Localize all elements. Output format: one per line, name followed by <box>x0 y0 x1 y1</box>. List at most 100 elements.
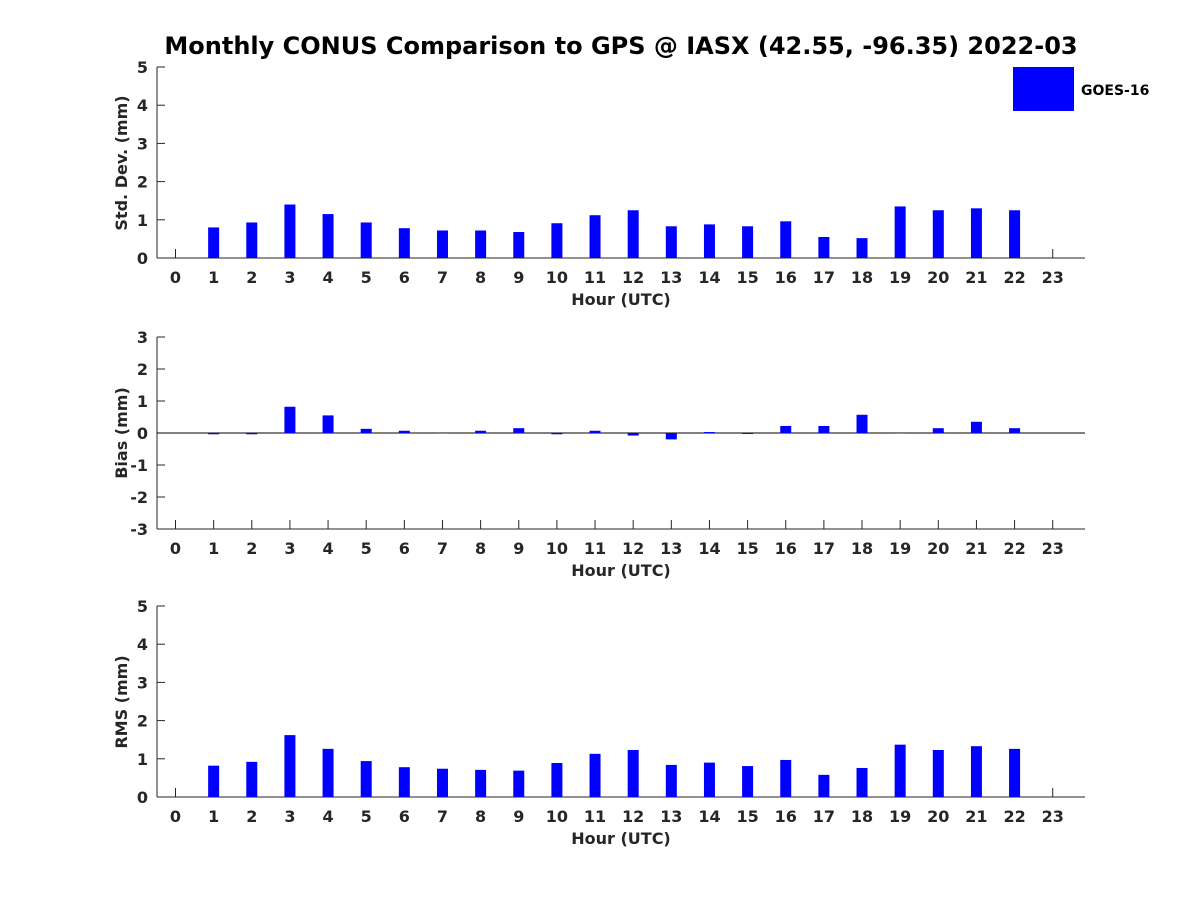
bar-hour-1 <box>208 765 220 797</box>
y-tick-label: 5 <box>137 597 148 616</box>
x-tick-label: 3 <box>284 539 295 558</box>
bar-hour-19 <box>894 206 906 258</box>
x-tick-label: 5 <box>361 539 372 558</box>
x-tick-label: 15 <box>736 539 758 558</box>
x-tick-label: 10 <box>546 807 568 826</box>
x-tick-label: 12 <box>622 268 644 287</box>
bar-hour-12 <box>627 210 639 258</box>
x-tick-label: 19 <box>889 268 911 287</box>
x-tick-label: 0 <box>170 268 181 287</box>
x-tick-label: 2 <box>246 268 257 287</box>
x-tick-label: 6 <box>399 539 410 558</box>
bar-hour-20 <box>932 210 944 258</box>
x-tick-label: 1 <box>208 268 219 287</box>
x-tick-label: 10 <box>546 539 568 558</box>
x-tick-label: 14 <box>698 807 720 826</box>
bar-hour-16 <box>780 425 792 433</box>
bar-hour-18 <box>856 238 868 258</box>
x-tick-label: 16 <box>775 807 797 826</box>
x-tick-label: 21 <box>965 539 987 558</box>
x-tick-label: 15 <box>736 807 758 826</box>
y-axis-label: RMS (mm) <box>112 655 131 748</box>
x-tick-label: 17 <box>813 807 835 826</box>
bar-hour-10 <box>551 223 563 258</box>
bar-hour-21 <box>970 746 982 797</box>
x-tick-label: 11 <box>584 539 606 558</box>
bar-hour-22 <box>1009 748 1021 797</box>
x-tick-label: 6 <box>399 807 410 826</box>
x-tick-label: 21 <box>965 807 987 826</box>
x-tick-label: 12 <box>622 807 644 826</box>
bar-hour-6 <box>398 767 410 797</box>
y-tick-label: 4 <box>137 96 148 115</box>
bar-hour-11 <box>589 215 601 258</box>
bar-hour-13 <box>665 433 677 440</box>
y-tick-label: 3 <box>137 673 148 692</box>
x-tick-label: 9 <box>513 268 524 287</box>
x-tick-label: 19 <box>889 807 911 826</box>
bar-hour-17 <box>818 425 830 433</box>
x-tick-label: 18 <box>851 539 873 558</box>
bar-hour-5 <box>360 761 372 797</box>
bar-hour-2 <box>246 222 258 258</box>
bar-hour-21 <box>970 421 982 433</box>
bar-hour-14 <box>703 224 715 258</box>
x-tick-label: 4 <box>322 807 333 826</box>
y-tick-label: 5 <box>137 58 148 77</box>
bar-hour-3 <box>284 735 296 797</box>
legend: GOES-16 <box>1013 67 1149 111</box>
x-tick-label: 15 <box>736 268 758 287</box>
bar-hour-3 <box>284 204 296 258</box>
y-tick-label: -1 <box>130 456 148 475</box>
x-tick-label: 22 <box>1003 807 1025 826</box>
x-axis-label: Hour (UTC) <box>571 290 671 309</box>
bar-hour-11 <box>589 753 601 797</box>
bar-hour-18 <box>856 767 868 797</box>
bar-hour-4 <box>322 415 334 433</box>
bar-hour-15 <box>742 226 754 258</box>
y-tick-label: 2 <box>137 173 148 192</box>
y-tick-label: -3 <box>130 520 148 539</box>
x-tick-label: 16 <box>775 268 797 287</box>
bar-hour-12 <box>627 750 639 797</box>
bar-hour-9 <box>513 770 525 797</box>
x-tick-label: 17 <box>813 539 835 558</box>
y-tick-label: 4 <box>137 635 148 654</box>
x-tick-label: 16 <box>775 539 797 558</box>
x-tick-label: 18 <box>851 268 873 287</box>
x-tick-label: 22 <box>1003 268 1025 287</box>
bar-hour-1 <box>208 227 220 258</box>
y-axis-label: Std. Dev. (mm) <box>112 95 131 230</box>
x-axis-label: Hour (UTC) <box>571 561 671 580</box>
bar-hour-20 <box>932 750 944 797</box>
y-tick-label: 3 <box>137 328 148 347</box>
x-tick-label: 1 <box>208 539 219 558</box>
bar-hour-15 <box>742 766 754 797</box>
bar-hour-6 <box>398 228 410 258</box>
bar-hour-19 <box>894 744 906 797</box>
bar-hour-4 <box>322 214 334 258</box>
x-tick-label: 8 <box>475 807 486 826</box>
bar-hour-13 <box>665 226 677 258</box>
legend-swatch <box>1013 67 1074 111</box>
y-tick-label: -2 <box>130 488 148 507</box>
bar-hour-5 <box>360 428 372 433</box>
x-tick-label: 20 <box>927 807 949 826</box>
x-tick-label: 7 <box>437 268 448 287</box>
bar-hour-1 <box>208 433 220 435</box>
x-tick-label: 6 <box>399 268 410 287</box>
x-tick-label: 5 <box>361 268 372 287</box>
bar-hour-7 <box>436 768 448 797</box>
x-tick-label: 14 <box>698 268 720 287</box>
x-tick-label: 1 <box>208 807 219 826</box>
bar-hour-13 <box>665 764 677 797</box>
y-tick-label: 1 <box>137 750 148 769</box>
bar-hour-12 <box>627 433 639 436</box>
x-tick-label: 21 <box>965 268 987 287</box>
x-tick-label: 10 <box>546 268 568 287</box>
bar-hour-2 <box>246 433 258 435</box>
y-axis-label: Bias (mm) <box>112 387 131 479</box>
